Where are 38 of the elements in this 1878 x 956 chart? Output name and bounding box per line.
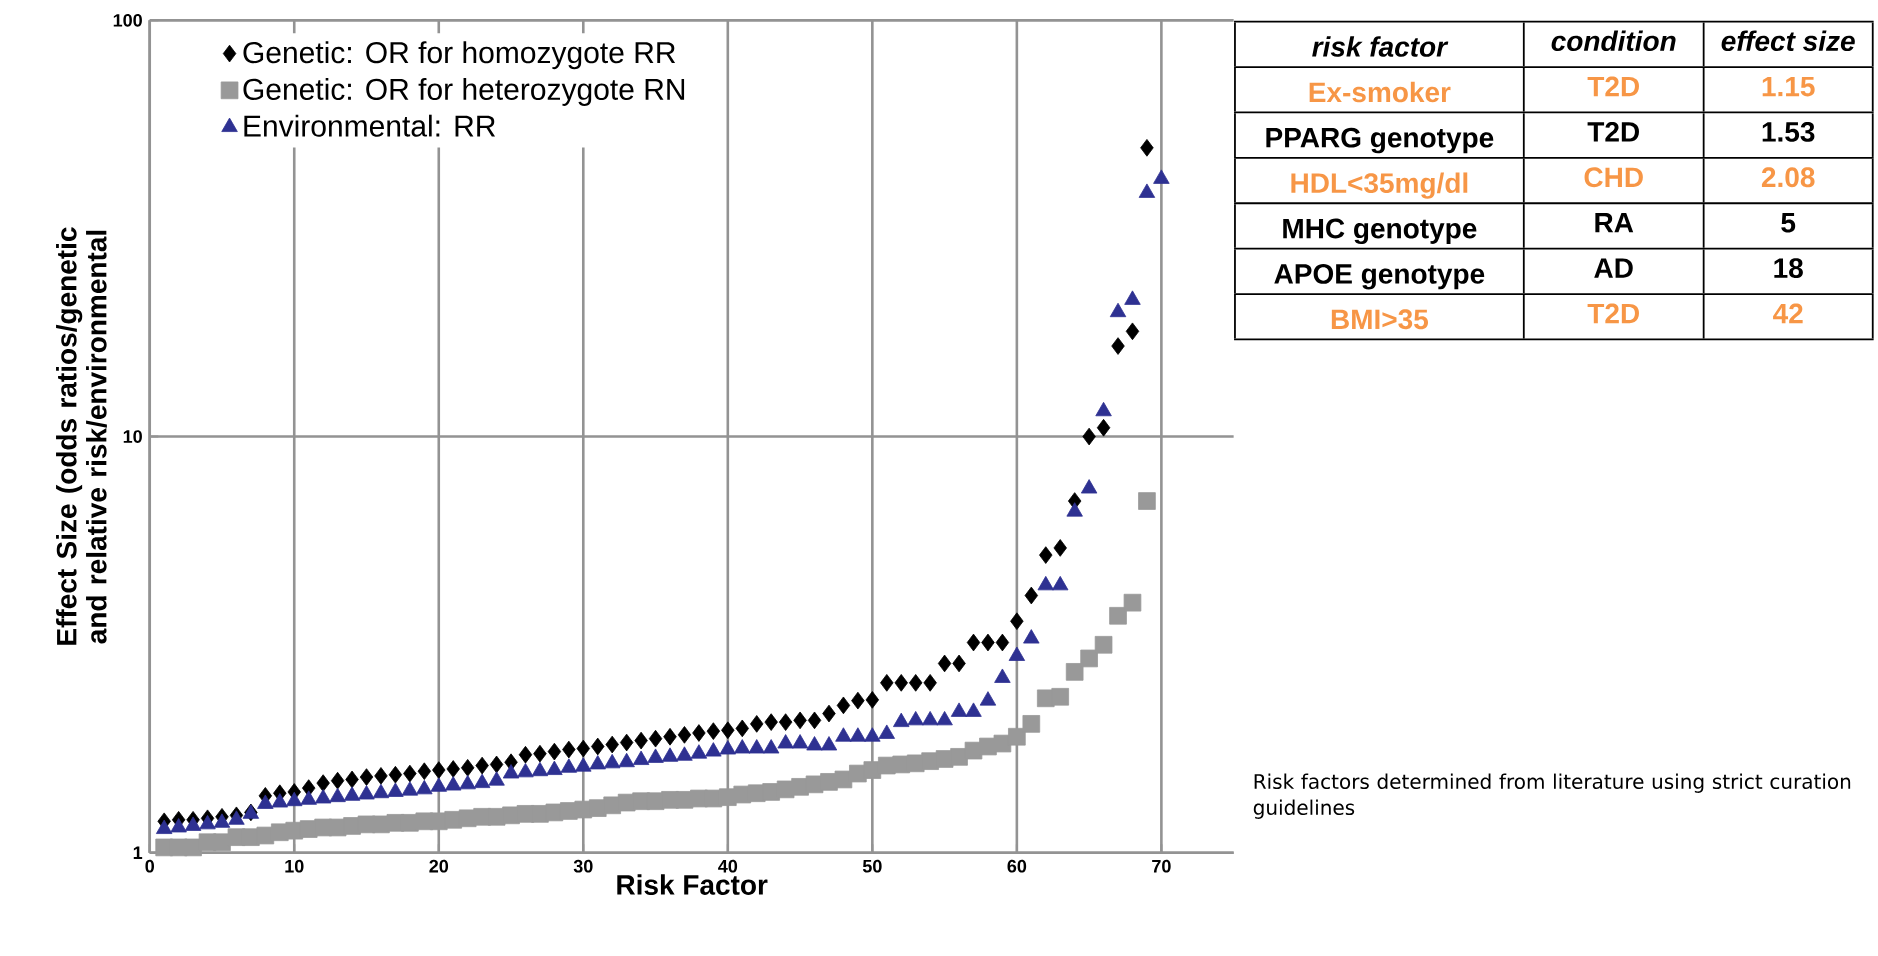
- text: Ex-smoker: [1309, 81, 1451, 103]
- x-tick-label: 20: [429, 859, 449, 873]
- text: APOE genotype: [1274, 263, 1485, 290]
- text: PPARG genotype: [1266, 127, 1494, 154]
- text: Risk factors determined from literature using strict curation guidelines: [1253, 773, 1851, 819]
- legend-label: Genetic: OR for heterozygote RN: [243, 77, 685, 106]
- text: 1.53: [1762, 121, 1815, 142]
- text: effect size: [1721, 30, 1855, 52]
- text: 42: [1773, 303, 1803, 324]
- y-tick-label: 100: [113, 13, 142, 27]
- y-axis-title: Effect Size (odds ratios/genetic and relative risk/environmental: [56, 227, 107, 645]
- text: T2D: [1587, 76, 1639, 97]
- text: CHD: [1584, 167, 1643, 188]
- y-tick-label: 1: [133, 846, 143, 859]
- x-tick-label: 70: [1152, 859, 1171, 873]
- legend-label: Genetic: OR for homozygote RR: [243, 41, 676, 70]
- text: 18: [1774, 258, 1803, 279]
- text: RA: [1595, 213, 1634, 233]
- text: condition: [1551, 30, 1676, 52]
- x-tick-label: 10: [285, 859, 304, 873]
- x-tick-label: 0: [145, 859, 155, 873]
- text: T2D: [1587, 121, 1639, 142]
- x-tick-label: 30: [573, 859, 593, 873]
- text: AD: [1594, 258, 1633, 278]
- x-tick-label: 60: [1007, 859, 1027, 873]
- x-tick-label: 40: [718, 859, 738, 873]
- text: T2D: [1587, 303, 1639, 324]
- y-tick-label: 10: [123, 430, 142, 443]
- text: 1.15: [1762, 76, 1815, 97]
- text: 2.08: [1761, 167, 1815, 188]
- legend-label: Environmental: RR: [244, 114, 496, 137]
- x-axis-title: Risk Factor: [617, 874, 768, 895]
- text: risk factor: [1312, 36, 1449, 57]
- text: 5: [1781, 213, 1796, 233]
- text: BMI>35: [1331, 309, 1429, 330]
- text: MHC genotype: [1283, 218, 1477, 245]
- text: HDL<35mg/dl: [1291, 172, 1468, 199]
- x-tick-label: 50: [862, 859, 882, 873]
